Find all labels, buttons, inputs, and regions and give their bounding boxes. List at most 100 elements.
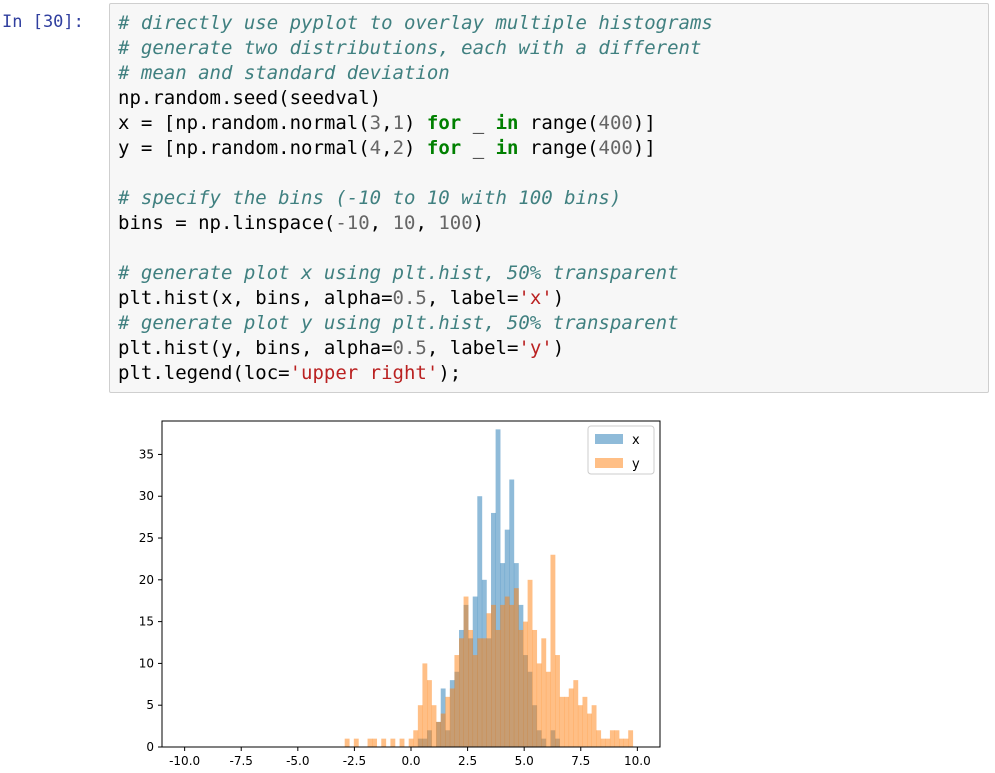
code-token: # directly use pyplot to overlay multipl… <box>118 12 713 34</box>
code-token: for <box>426 137 462 159</box>
histogram-bar <box>582 696 588 747</box>
histogram-bar <box>587 713 592 747</box>
code-token: ) <box>404 137 427 159</box>
x-tick-label: 5.0 <box>515 754 534 768</box>
code-token: ) <box>472 212 485 234</box>
code-token: plt.hist(y, bins, alpha= <box>118 337 393 359</box>
histogram-bar <box>486 613 492 747</box>
code-token: plt.legend(loc= <box>118 362 290 384</box>
code-token: # mean and standard deviation <box>118 62 450 84</box>
code-token: 0.5 <box>392 287 427 309</box>
code-token: x = [np.random.normal( <box>118 112 370 134</box>
histogram-bar <box>481 638 487 747</box>
code-token: 2 <box>392 137 405 159</box>
histogram-bar <box>609 730 615 747</box>
histogram-bar <box>491 604 496 747</box>
code-token: , <box>369 212 393 234</box>
code-line <box>118 161 713 186</box>
code-token: for <box>426 112 462 134</box>
code-editor[interactable]: # directly use pyplot to overlay multipl… <box>109 3 989 393</box>
y-tick-label: 20 <box>139 573 154 587</box>
x-tick-label: 7.5 <box>571 754 590 768</box>
code-token: in <box>495 112 519 134</box>
code-line: # generate two distributions, each with … <box>118 36 713 61</box>
code-token: -10 <box>335 212 370 234</box>
code-text[interactable]: # directly use pyplot to overlay multipl… <box>118 11 713 386</box>
x-tick-label: 0.0 <box>401 754 420 768</box>
code-token: y = [np.random.normal( <box>118 137 370 159</box>
histogram-bar <box>600 738 606 747</box>
code-token: ) <box>552 337 565 359</box>
histogram-bar <box>550 554 556 747</box>
code-line: y = [np.random.normal(4,2) for _ in rang… <box>118 136 713 161</box>
x-tick-label: 10.0 <box>624 754 651 768</box>
histogram-bar <box>555 655 560 747</box>
histogram-bar <box>436 721 442 747</box>
histogram-bar <box>527 579 533 747</box>
code-token: bins = np.linspace( <box>118 212 336 234</box>
histogram-bar <box>344 738 350 747</box>
histogram-bar <box>495 429 501 747</box>
histogram-bar <box>523 621 528 747</box>
code-token: in <box>495 137 519 159</box>
code-token: )] <box>632 112 656 134</box>
code-token: plt.hist(x, bins, alpha= <box>118 287 393 309</box>
legend-label-x: x <box>632 433 640 448</box>
code-token: , <box>381 137 393 159</box>
y-tick-label: 30 <box>139 489 154 503</box>
histogram-bar <box>536 663 542 747</box>
code-line: plt.hist(y, bins, alpha=0.5, label='y') <box>118 336 713 361</box>
code-token: , <box>381 112 393 134</box>
histogram-bar <box>422 663 428 747</box>
histogram-bar <box>559 696 565 747</box>
legend-swatch-y <box>595 458 623 468</box>
histogram-bar <box>513 588 519 747</box>
code-line: # generate plot x using plt.hist, 50% tr… <box>118 261 713 286</box>
histogram-bar <box>477 496 483 747</box>
code-line: # directly use pyplot to overlay multipl… <box>118 11 713 36</box>
code-line <box>118 236 713 261</box>
y-tick-label: 0 <box>146 740 154 754</box>
y-tick-label: 5 <box>146 698 154 712</box>
histogram-chart: 0 5 10 15 20 25 30 35 -10.0 -7.5 -5.0 -2.5 0.0 2.5 5.0… <box>139 420 661 768</box>
histogram-bar <box>372 738 378 747</box>
legend-swatch-x <box>595 434 623 444</box>
code-token: 400 <box>598 112 633 134</box>
x-tick-label: -2.5 <box>343 754 366 768</box>
histogram-bar <box>427 680 432 747</box>
histogram-bar <box>532 629 538 747</box>
code-token: # specify the bins (-10 to 10 with 100 b… <box>118 187 622 209</box>
y-tick-label: 15 <box>139 615 154 629</box>
code-token: 4 <box>369 137 382 159</box>
histogram-bar <box>477 638 483 747</box>
histogram-bar <box>381 738 387 747</box>
code-token: 'x' <box>518 287 553 309</box>
histogram-bar <box>577 705 583 747</box>
code-line: x = [np.random.normal(3,1) for _ in rang… <box>118 111 713 136</box>
histogram-bar <box>431 705 437 747</box>
code-line: plt.hist(x, bins, alpha=0.5, label='x') <box>118 286 713 311</box>
histogram-bar <box>500 604 506 747</box>
histogram-bar <box>628 730 634 747</box>
x-tick-label: -7.5 <box>230 754 253 768</box>
histogram-bar <box>468 629 474 747</box>
code-token: _ <box>461 112 496 134</box>
histogram-bar <box>573 680 579 747</box>
output-area: 0 5 10 15 20 25 30 35 -10.0 -7.5 -5.0 -2.5 0.0 2.5 5.0… <box>110 403 990 773</box>
code-token: , <box>415 212 439 234</box>
histogram-bar <box>518 629 524 747</box>
histogram-bar <box>591 705 597 747</box>
x-tick-label: -5.0 <box>286 754 309 768</box>
legend-label-y: y <box>632 457 640 472</box>
histogram-bar <box>367 738 373 747</box>
code-token: 'y' <box>518 337 553 359</box>
code-line: np.random.seed(seedval) <box>118 86 713 111</box>
y-tick-label: 10 <box>139 656 154 670</box>
code-token: 100 <box>438 212 473 234</box>
x-tick-label: -10.0 <box>169 754 200 768</box>
x-tick-label: 2.5 <box>458 754 477 768</box>
code-token: _ <box>461 137 496 159</box>
code-token: # generate plot x using plt.hist, 50% tr… <box>118 262 679 284</box>
histogram-bar <box>454 655 460 747</box>
